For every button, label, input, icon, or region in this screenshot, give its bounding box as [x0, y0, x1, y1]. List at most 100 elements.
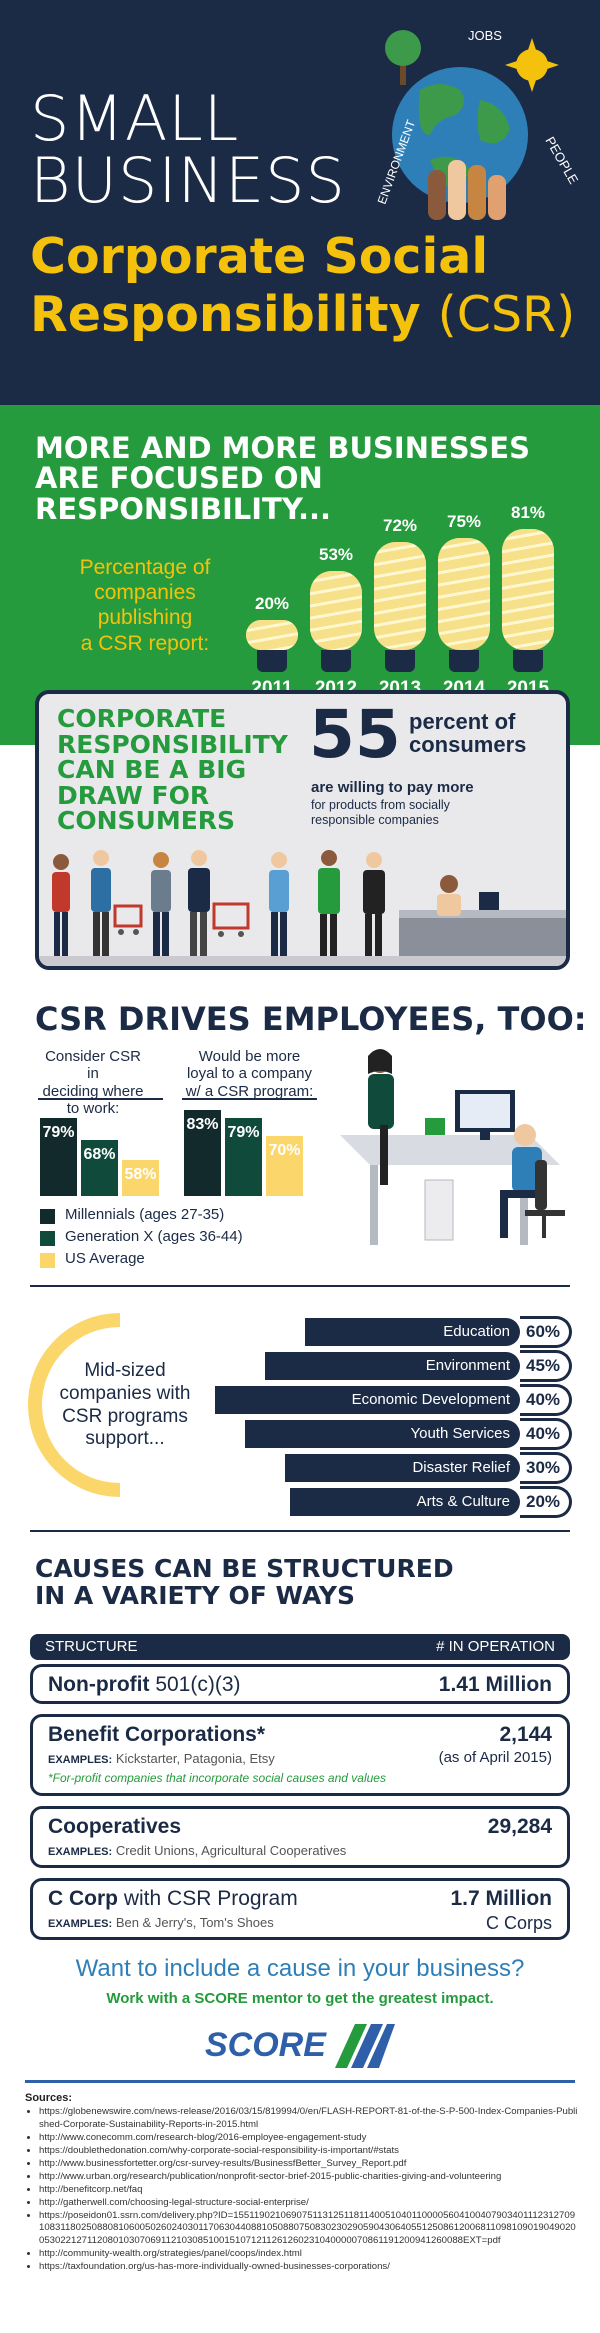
support-circle-graphic — [28, 1305, 220, 1505]
support-category-label: Environment — [425, 1357, 510, 1374]
source-link[interactable]: https://taxfoundation.org/us-has-more-in… — [39, 2261, 580, 2274]
stat-number: 55 — [309, 696, 401, 773]
person-icon — [500, 1124, 545, 1238]
support-bar: Disaster Relief — [285, 1454, 520, 1482]
shoppers-illustration — [39, 850, 566, 966]
support-bar: Environment — [265, 1352, 520, 1380]
employee-bar-label: 83% — [186, 1116, 219, 1133]
struct-row-benefit-corp: Benefit Corporations* EXAMPLES: Kickstar… — [30, 1714, 570, 1796]
office-chair-icon — [525, 1160, 565, 1238]
group2-rule — [182, 1098, 317, 1100]
employee-bar: 68% — [81, 1140, 118, 1196]
group1-label: Consider CSR in deciding where to work: — [42, 1048, 144, 1117]
globe-hands-illustration: JOBS PEOPLE ENVIRONMENT — [375, 28, 582, 220]
employee-bar: 79% — [40, 1118, 77, 1196]
plant-icon — [425, 1118, 445, 1135]
legend-swatch-us-average — [40, 1253, 55, 1268]
support-value-label: 20% — [520, 1486, 572, 1518]
bulb-bar — [374, 542, 426, 650]
title-corporate-social: Corporate Social — [30, 228, 489, 285]
bulb-base-icon — [385, 650, 415, 672]
stat-rest: for products from socially responsible c… — [311, 798, 450, 827]
person-icon — [363, 852, 385, 956]
person-icon — [269, 852, 289, 956]
support-category-label: Youth Services — [410, 1425, 510, 1442]
shopping-cart-icon — [113, 904, 143, 935]
source-link[interactable]: http://www.urban.org/research/publicatio… — [39, 2171, 580, 2184]
support-bar: Arts & Culture — [290, 1488, 520, 1516]
sources-block: Sources: https://globenewswire.com/news-… — [25, 2092, 580, 2274]
bulb-base-icon — [257, 650, 287, 672]
source-link[interactable]: https://doublethedonation.com/why-corpor… — [39, 2145, 580, 2158]
growth-headline: MORE AND MORE BUSINESSES ARE FOCUSED ON … — [35, 431, 530, 526]
cta-headline: Want to include a cause in your business… — [75, 1955, 525, 1982]
source-link[interactable]: https://poseidon01.ssrn.com/delivery.php… — [39, 2210, 580, 2249]
title-responsibility: Responsibility (CSR) — [30, 286, 576, 343]
bulb-base-icon — [321, 650, 351, 672]
causes-title: CAUSES CAN BE STRUCTURED IN A VARIETY OF… — [35, 1554, 454, 1610]
struct-row-cooperatives: Cooperatives EXAMPLES: Credit Unions, Ag… — [30, 1806, 570, 1868]
globe-label-jobs: JOBS — [468, 28, 502, 43]
support-bar: Youth Services — [245, 1420, 520, 1448]
globe-label-people: PEOPLE — [542, 134, 581, 187]
support-value-label: 40% — [520, 1384, 572, 1416]
support-category-label: Economic Development — [351, 1391, 510, 1408]
shopping-cart-icon — [212, 902, 250, 937]
computer-tower — [424, 1179, 454, 1241]
support-circle-text: Mid-sized companies with CSR programs su… — [59, 1360, 191, 1450]
support-value-label: 45% — [520, 1350, 572, 1382]
title-business: BUSINESS — [30, 144, 346, 217]
source-link[interactable]: http://benefitcorp.net/faq — [39, 2184, 580, 2197]
legend-swatch-millennials — [40, 1209, 55, 1224]
source-link[interactable]: http://www.businessfortetter.org/csr-sur… — [39, 2158, 580, 2171]
employee-bar: 83% — [184, 1110, 221, 1196]
employees-title: CSR DRIVES EMPLOYEES, TOO: — [35, 1000, 587, 1038]
source-link[interactable]: http://community-wealth.org/strategies/p… — [39, 2248, 580, 2261]
growth-caption: Percentage of companies publishing a CSR… — [79, 556, 211, 655]
support-bar: Economic Development — [215, 1386, 520, 1414]
divider-top — [30, 1285, 570, 1287]
support-value-label: 60% — [520, 1316, 572, 1348]
group2-label: Would be more loyal to a company w/ a CS… — [185, 1048, 314, 1100]
source-link[interactable]: http://www.conecomm.com/research-blog/20… — [39, 2132, 580, 2145]
person-icon — [151, 852, 171, 956]
consumers-headline: CORPORATE RESPONSIBILITY CAN BE A BIG DR… — [57, 704, 288, 835]
benefit-corp-note: *For-profit companies that incorporate s… — [48, 1771, 386, 1785]
causes-header-bar: STRUCTURE # IN OPERATION — [30, 1634, 570, 1660]
tree-icon — [385, 30, 421, 66]
bulb-bar — [438, 537, 490, 650]
bulb-bar — [310, 570, 362, 650]
checkout-counter — [399, 875, 566, 956]
group1-rule — [38, 1098, 163, 1100]
person-icon — [91, 850, 111, 956]
bulb-bar — [246, 620, 298, 650]
computer-monitor-icon — [455, 1090, 515, 1140]
score-logo[interactable]: SCORE — [205, 2020, 405, 2070]
person-icon — [52, 854, 70, 956]
source-link[interactable]: http://gatherwell.com/choosing-legal-str… — [39, 2197, 580, 2210]
struct-row-c-corp: C Corp with CSR Program EXAMPLES: Ben & … — [30, 1878, 570, 1940]
title-small: SMALL — [30, 82, 240, 155]
employee-bar: 70% — [266, 1136, 303, 1196]
growth-section: MORE AND MORE BUSINESSES ARE FOCUSED ON … — [0, 405, 600, 745]
support-value-label: 30% — [520, 1452, 572, 1484]
employee-bar-label: 79% — [227, 1124, 260, 1141]
person-icon — [318, 850, 340, 956]
bulb-value-label: 81% — [510, 502, 546, 522]
support-bar: Education — [305, 1318, 520, 1346]
bulb-value-label: 72% — [382, 516, 418, 535]
score-logo-stripes-icon — [335, 2024, 395, 2068]
employee-bar-label: 68% — [83, 1146, 116, 1163]
source-link[interactable]: https://globenewswire.com/news-release/2… — [39, 2106, 580, 2132]
divider-bottom — [30, 1530, 570, 1532]
stat-bold: are willing to pay more — [311, 779, 474, 796]
sources-list: https://globenewswire.com/news-release/2… — [25, 2106, 580, 2274]
office-workers-illustration — [340, 1049, 565, 1245]
employee-bar: 79% — [225, 1118, 262, 1196]
sun-icon — [505, 38, 559, 92]
employee-bar-label: 70% — [268, 1142, 301, 1159]
bulb-value-label: 53% — [318, 544, 354, 564]
employee-bar: 58% — [122, 1160, 159, 1196]
person-icon — [368, 1049, 394, 1185]
sources-divider — [25, 2080, 575, 2083]
